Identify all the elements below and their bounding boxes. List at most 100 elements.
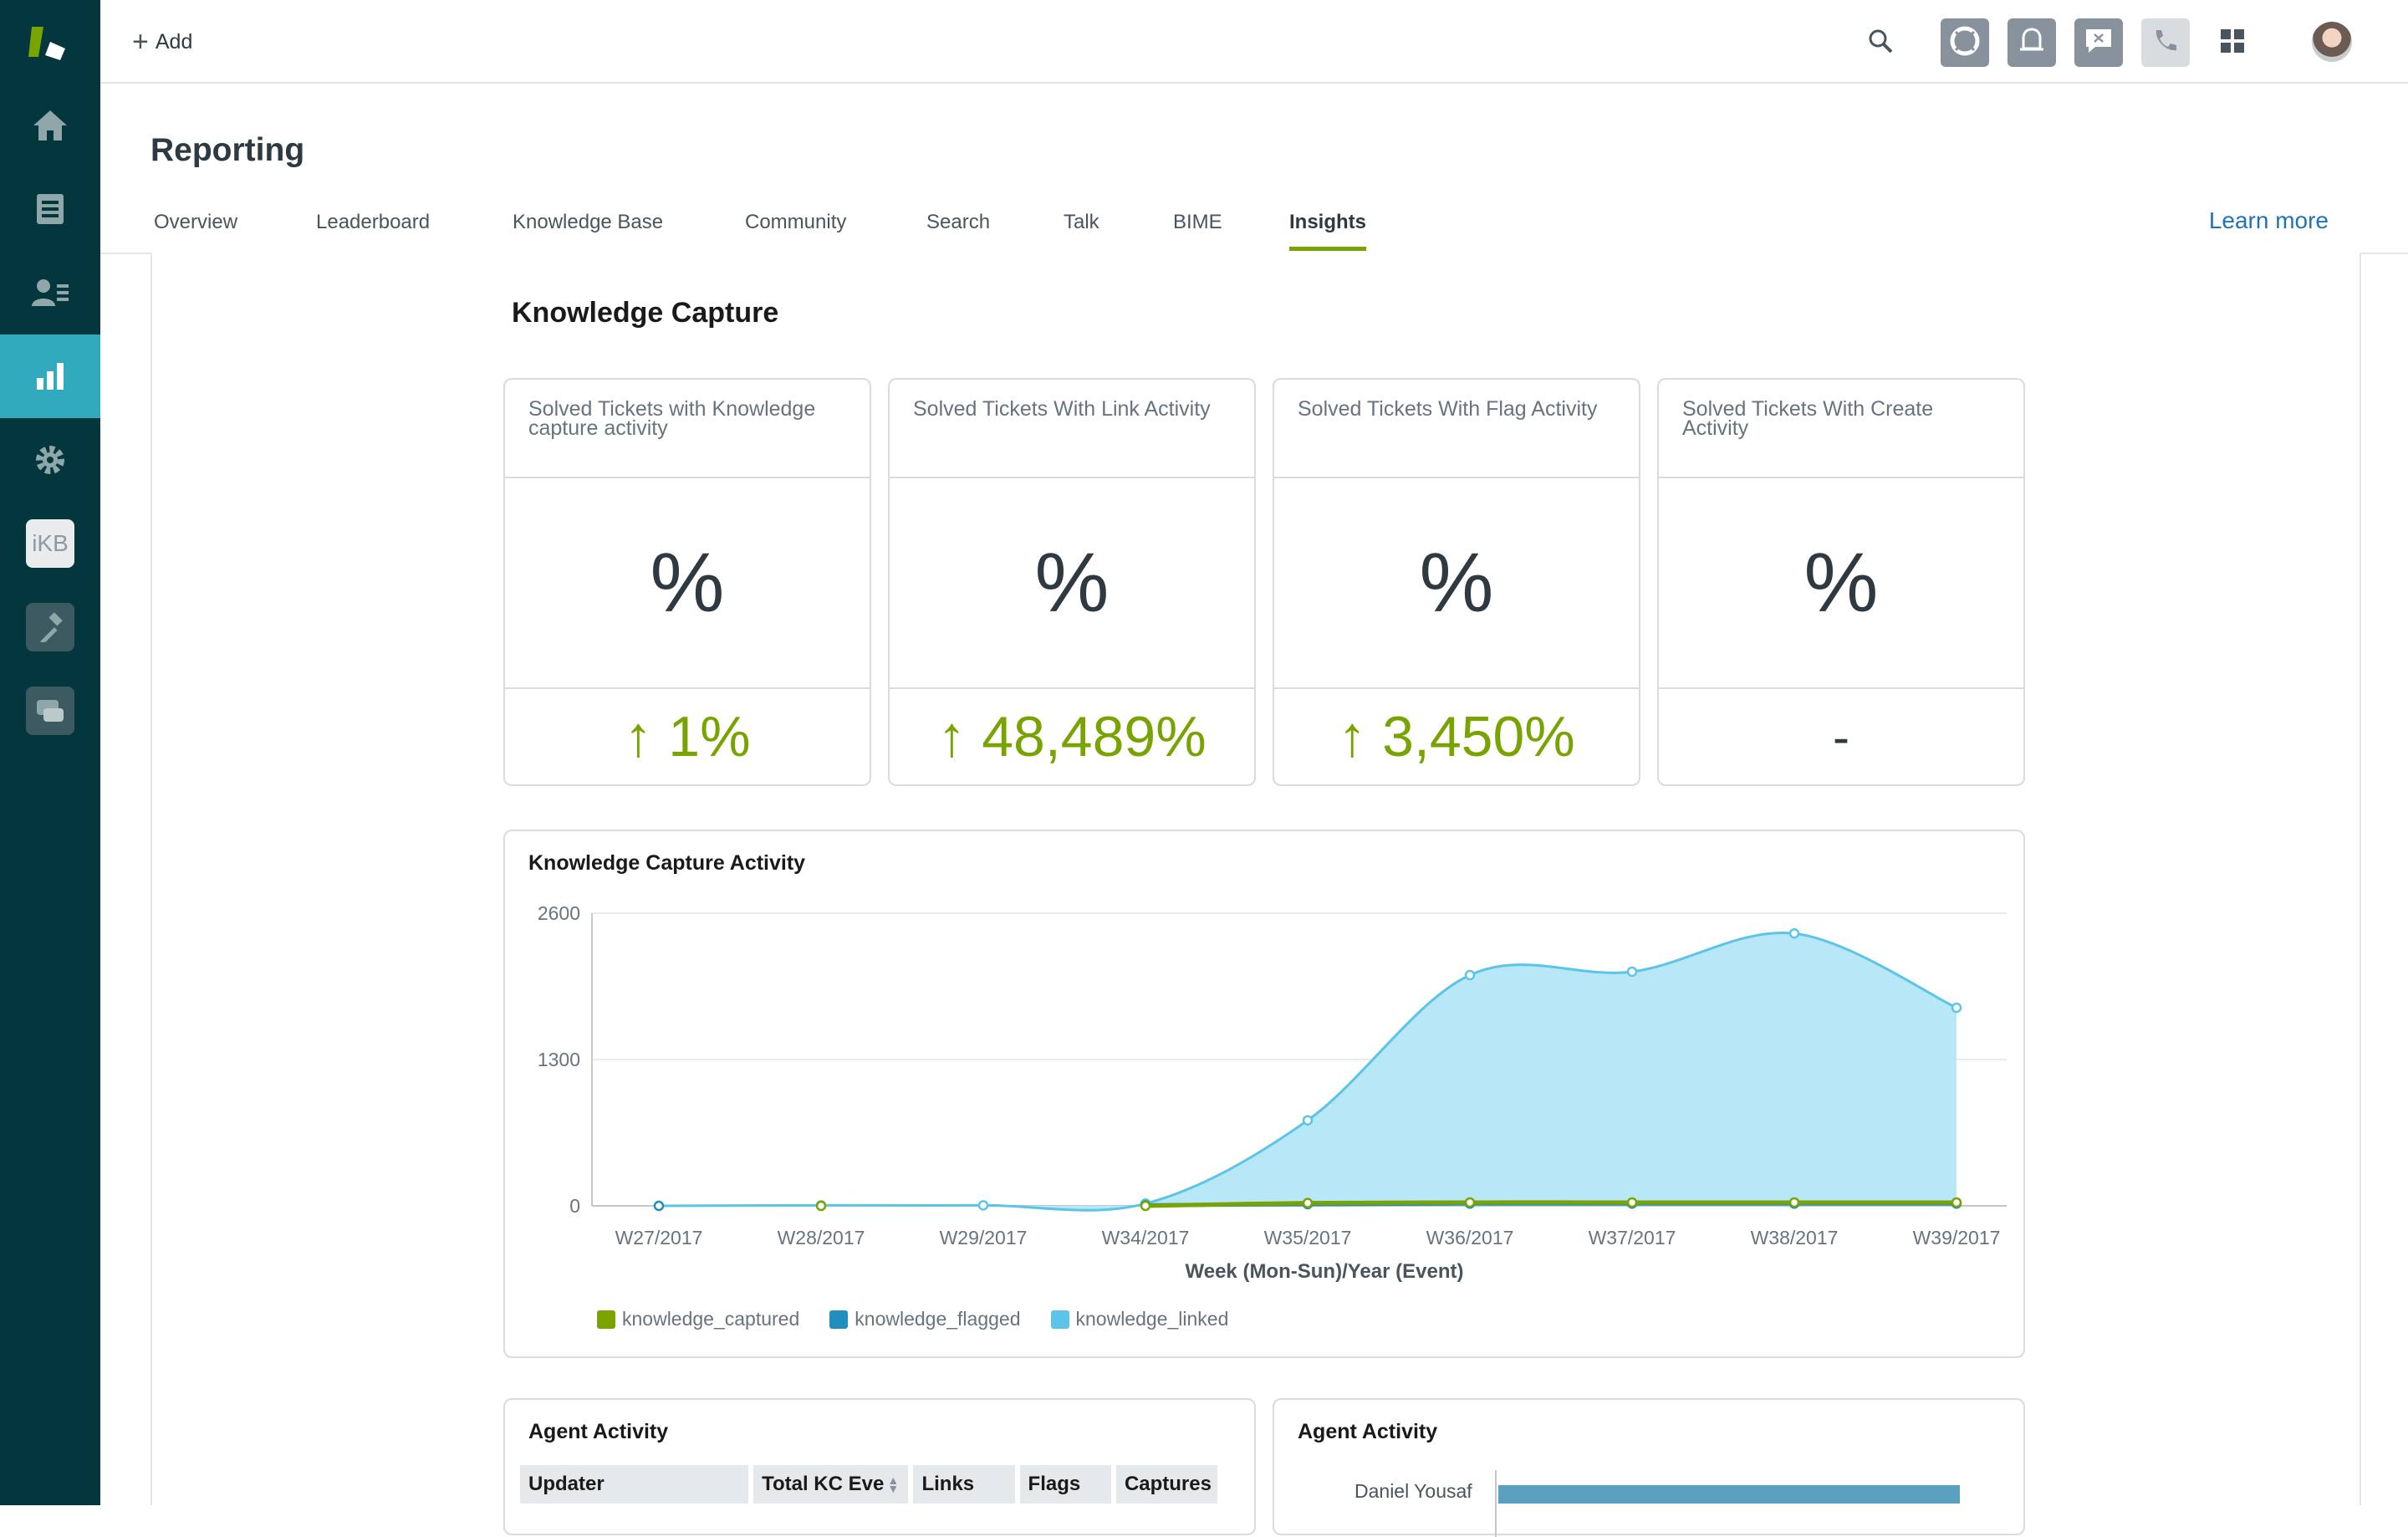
column-header-label: Total KC Eve xyxy=(762,1473,885,1495)
reporting-tabs: Overview Leaderboard Knowledge Base Comm… xyxy=(100,201,2408,254)
data-point-knowledge_captured xyxy=(1140,1200,1151,1212)
legend-swatch xyxy=(829,1310,849,1329)
legend-swatch xyxy=(1050,1310,1069,1329)
x-tick-label: W35/2017 xyxy=(1264,1227,1352,1248)
tab-insights[interactable]: Insights xyxy=(1289,211,1367,251)
sidebar-item-ikb-app[interactable]: iKB xyxy=(0,502,100,585)
kpi-delta: - xyxy=(1833,708,1849,765)
sidebar-item-reporting[interactable] xyxy=(0,334,100,418)
series-line-knowledge_captured xyxy=(1145,1200,1956,1208)
activity-chart: 2600 1300 0 W27/2017 W28/2017 W29/2017 W34/201… xyxy=(538,902,2007,1283)
data-point-knowledge_captured xyxy=(1302,1197,1314,1208)
agent-activity-table-card: Agent Activity Updater Total KC Eve ▲ ▼ L… xyxy=(503,1398,1256,1535)
agent-activity-bars-card: Agent Activity Daniel Yousaf xyxy=(1273,1398,2025,1537)
kpi-value: % xyxy=(890,478,1254,689)
x-tick-label: W27/2017 xyxy=(615,1227,703,1248)
tab-overview[interactable]: Overview xyxy=(154,211,238,233)
data-point-knowledge_captured xyxy=(815,1200,827,1212)
kpi-title: Solved Tickets With Create Activity xyxy=(1659,380,2023,478)
kpi-card-link-activity: Solved Tickets With Link Activity % ↑ 48… xyxy=(888,378,1256,786)
tab-community[interactable]: Community xyxy=(745,211,847,233)
kpi-title: Solved Tickets With Link Activity xyxy=(890,380,1254,478)
data-point-knowledge_linked xyxy=(1626,966,1638,978)
column-header-links[interactable]: Links xyxy=(913,1465,1015,1504)
column-header-captures[interactable]: Captures xyxy=(1115,1465,1218,1504)
kpi-value: % xyxy=(505,478,870,689)
tab-search[interactable]: Search xyxy=(926,211,991,233)
learn-more-link[interactable]: Learn more xyxy=(2208,207,2329,233)
talk-button[interactable] xyxy=(2141,18,2190,67)
notifications-button[interactable] xyxy=(2008,18,2056,67)
data-point-knowledge_linked xyxy=(1788,927,1800,939)
legend-item[interactable]: knowledge_captured xyxy=(597,1308,799,1330)
tab-knowledge-base[interactable]: Knowledge Base xyxy=(513,211,664,233)
x-tick-label: W34/2017 xyxy=(1102,1227,1190,1248)
column-header-updater[interactable]: Updater xyxy=(520,1465,749,1504)
chat-button[interactable] xyxy=(2074,18,2123,67)
kpi-card-flag-activity: Solved Tickets With Flag Activity % ↑ 3,… xyxy=(1273,378,1640,786)
x-tick-label: W38/2017 xyxy=(1751,1227,1839,1248)
grid-icon xyxy=(2221,28,2244,57)
kpi-delta: ↑ 3,450% xyxy=(1338,705,1575,768)
x-tick-label: W39/2017 xyxy=(1913,1227,2001,1248)
agent-bar[interactable] xyxy=(1498,1485,1960,1504)
y-tick-label: 1300 xyxy=(538,1049,580,1070)
y-tick-label: 2600 xyxy=(538,902,580,924)
x-tick-label: W29/2017 xyxy=(940,1227,1028,1248)
x-tick-label: W37/2017 xyxy=(1589,1227,1676,1248)
help-button[interactable] xyxy=(1941,18,1989,67)
phone-icon xyxy=(2151,27,2180,59)
views-icon xyxy=(35,192,65,226)
chat-app-icon xyxy=(26,687,74,735)
sidebar-item-admin[interactable] xyxy=(0,418,100,502)
chart-legend: knowledge_captured knowledge_flagged kno… xyxy=(597,1308,1228,1330)
data-point-knowledge_linked xyxy=(1302,1115,1314,1126)
lifebuoy-icon xyxy=(1949,25,1981,61)
zendesk-logo[interactable] xyxy=(25,23,75,64)
kpi-title: Solved Tickets with Knowledge capture ac… xyxy=(505,380,870,478)
data-point-knowledge_linked xyxy=(977,1200,989,1211)
customers-icon xyxy=(32,278,69,308)
x-axis-label: Week (Mon-Sun)/Year (Event) xyxy=(1186,1260,1464,1283)
kpi-delta: ↑ 1% xyxy=(624,705,751,768)
sidebar-item-customers[interactable] xyxy=(0,251,100,334)
legend-item[interactable]: knowledge_flagged xyxy=(829,1308,1021,1330)
sidebar-nav: iKB xyxy=(0,0,100,1505)
sidebar-item-build-app[interactable] xyxy=(0,585,100,669)
tab-bime[interactable]: BIME xyxy=(1173,211,1222,233)
ikb-app-icon: iKB xyxy=(26,519,74,568)
user-avatar[interactable] xyxy=(2312,22,2352,62)
tab-talk[interactable]: Talk xyxy=(1064,211,1099,233)
sidebar-item-home[interactable] xyxy=(0,84,100,167)
sidebar-item-views[interactable] xyxy=(0,167,100,251)
column-header-total-kc-events[interactable]: Total KC Eve ▲ ▼ xyxy=(753,1465,909,1504)
kpi-delta: ↑ 48,489% xyxy=(937,705,1207,768)
legend-item[interactable]: knowledge_linked xyxy=(1050,1308,1228,1330)
search-button[interactable] xyxy=(1856,18,1905,67)
apps-button[interactable] xyxy=(2208,18,2257,67)
gear-icon xyxy=(33,443,67,477)
data-point-knowledge_captured xyxy=(1464,1197,1476,1208)
reporting-icon xyxy=(35,361,65,391)
data-point-knowledge_linked xyxy=(1951,1002,1962,1014)
page-title: Reporting xyxy=(150,132,305,168)
bell-icon xyxy=(2018,27,2045,59)
kpi-title: Solved Tickets With Flag Activity xyxy=(1274,380,1639,478)
bars-card-title: Agent Activity xyxy=(1298,1420,1438,1443)
kpi-value: % xyxy=(1659,478,2023,689)
series-line-knowledge_linked xyxy=(658,931,1957,1212)
sort-arrows-icon[interactable]: ▲ ▼ xyxy=(887,1473,900,1495)
x-tick-label: W36/2017 xyxy=(1426,1227,1514,1248)
search-icon xyxy=(1867,28,1894,59)
data-point-knowledge_captured xyxy=(1626,1197,1638,1208)
data-point-knowledge_linked xyxy=(1464,969,1476,981)
kpi-value: % xyxy=(1274,478,1639,689)
data-point-knowledge_captured xyxy=(1951,1197,1962,1208)
column-header-flags[interactable]: Flags xyxy=(1019,1465,1111,1504)
legend-label: knowledge_captured xyxy=(622,1308,800,1330)
bar-axis xyxy=(1495,1470,1497,1537)
tab-leaderboard[interactable]: Leaderboard xyxy=(316,211,431,233)
data-point-knowledge_flagged xyxy=(653,1200,665,1212)
sidebar-item-chat-app[interactable] xyxy=(0,669,100,753)
add-button[interactable]: + Add xyxy=(132,25,192,59)
